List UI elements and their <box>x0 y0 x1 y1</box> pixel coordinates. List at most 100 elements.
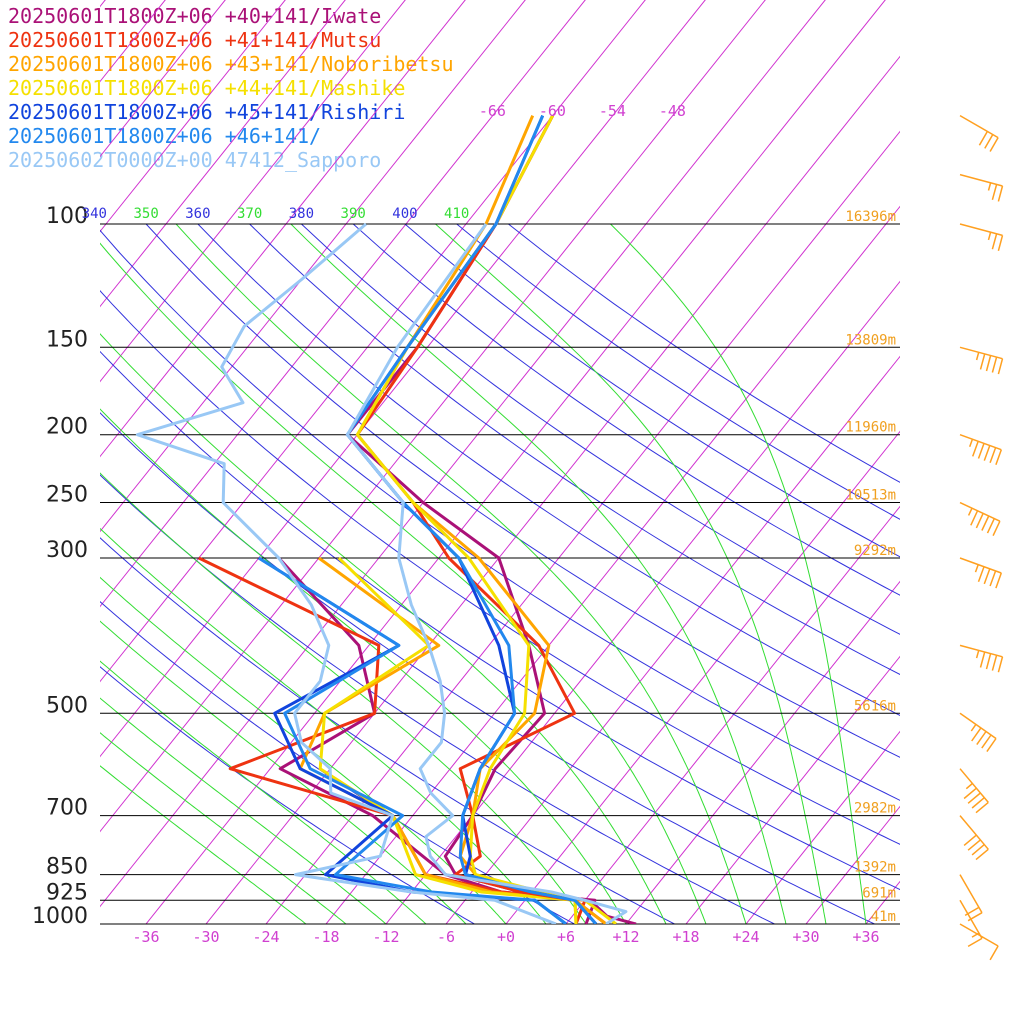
wind-barb-feather <box>971 844 985 856</box>
wind-barb-feather <box>989 447 997 463</box>
isotherm-line <box>100 0 406 383</box>
isotherm-line <box>100 0 766 833</box>
wind-barb-staff <box>959 501 1001 522</box>
wind-barb-feather <box>985 653 992 670</box>
wind-barb-feather <box>968 438 974 447</box>
wind-barb <box>959 223 1004 251</box>
wind-barb-feather <box>989 945 999 961</box>
wind-barb-feather <box>986 518 995 534</box>
wind-barb <box>959 644 1004 673</box>
wind-barb-feather <box>975 801 989 814</box>
wind-barb-feather <box>981 515 990 531</box>
height-label: 5616m <box>854 698 896 714</box>
isotherm-line <box>100 0 346 308</box>
wind-barb-feather <box>976 731 987 746</box>
wind-barb-feather <box>984 134 994 149</box>
pressure-label: 300 <box>46 538 88 563</box>
isotherm-line <box>565 505 900 924</box>
theta-label: 370 <box>237 206 262 222</box>
wind-barb-feather <box>965 782 973 790</box>
temperature-tick-label: +6 <box>557 928 575 946</box>
isotherm-top-label: -60 <box>539 102 566 120</box>
wind-barb-feather <box>979 651 986 668</box>
temperature-tick-label: +30 <box>792 928 819 946</box>
dewpoint-profile <box>135 222 557 924</box>
wind-barb <box>959 712 997 753</box>
isotherm-line <box>100 0 706 758</box>
wind-barb <box>959 874 983 922</box>
wind-barb-staff <box>959 874 983 914</box>
wind-barb-feather <box>983 568 991 585</box>
legend-entry-mashike: 20250601T1800Z+06 +44+141/Mashike <box>8 76 406 100</box>
wind-barb <box>959 501 1001 537</box>
theta-label: 390 <box>341 206 366 222</box>
height-label: 2982m <box>854 801 896 817</box>
wind-barb-feather <box>967 839 981 851</box>
wind-barb-feather <box>975 650 980 659</box>
temperature-tick-label: +12 <box>612 928 639 946</box>
temperature-tick-label: -36 <box>132 928 159 946</box>
height-label: 1392m <box>854 860 896 876</box>
dry-adiabat <box>100 412 875 924</box>
wind-barb <box>959 433 1003 466</box>
wind-barb-staff <box>959 768 989 803</box>
height-label: 41m <box>871 909 896 925</box>
wind-barb-staff <box>959 923 999 947</box>
pressure-label: 100 <box>46 204 88 229</box>
isotherm-line <box>100 0 226 158</box>
isotherm-line <box>100 0 166 83</box>
wind-barb <box>959 815 989 861</box>
dry-adiabat <box>508 224 900 483</box>
isotherm-line <box>100 0 286 233</box>
wind-barb-feather <box>991 184 998 200</box>
wind-barb-feather <box>991 356 998 373</box>
wind-barb-staff <box>959 899 983 939</box>
pressure-label: 150 <box>46 327 88 352</box>
wind-barb-feather <box>970 510 979 526</box>
wind-barb-feather <box>987 232 992 241</box>
isotherm-line <box>100 0 106 8</box>
wind-barb-feather <box>997 656 1004 673</box>
isotherm-line <box>865 880 900 924</box>
wind-barb-staff <box>959 815 989 850</box>
pressure-label: 700 <box>46 796 88 821</box>
legend-entry-mutsu: 20250601T1800Z+06 +41+141/Mutsu <box>8 28 382 52</box>
legend-entry-sapporo: 20250602T0000Z+00 47412_Sapporo <box>8 148 382 172</box>
pressure-label: 1000 <box>32 904 88 929</box>
sounding-profiles <box>135 114 637 924</box>
isotherm-top-label: -66 <box>479 102 506 120</box>
wind-barb-feather <box>987 182 992 191</box>
isotherm-line <box>685 655 900 924</box>
temperature-tick-label: -24 <box>252 928 279 946</box>
wind-barb <box>959 346 1004 375</box>
temperature-profile <box>355 115 607 924</box>
wind-barb-feather <box>967 937 983 948</box>
wind-barbs <box>959 114 1004 961</box>
wind-barb-feather <box>975 352 980 361</box>
isobar-grid <box>100 223 900 925</box>
wind-barb-feather <box>963 834 977 846</box>
wind-barb-staff <box>959 114 999 139</box>
isotherm-top-label: -48 <box>659 102 686 120</box>
wind-barb-feather <box>979 353 986 370</box>
dry-adiabat <box>145 224 900 758</box>
pressure-label: 250 <box>46 483 88 508</box>
dewpoint-profile <box>318 556 578 924</box>
temperature-tick-label: +18 <box>672 928 699 946</box>
wind-barb <box>959 768 989 814</box>
wind-barb-staff <box>959 223 1003 237</box>
wind-barb <box>959 923 999 961</box>
temperature-tick-label: -18 <box>312 928 339 946</box>
wind-barb-feather <box>995 572 1003 589</box>
theta-label: 400 <box>392 206 417 222</box>
theta-label: 340 <box>82 206 107 222</box>
height-label: 10513m <box>845 488 896 504</box>
wind-barb-feather <box>974 564 979 573</box>
isotherm-line <box>0 0 89 924</box>
temperature-tick-label: +24 <box>732 928 759 946</box>
wind-barb-feather <box>989 570 997 587</box>
wind-barb-feather <box>967 792 981 804</box>
wind-barb-feather <box>975 848 989 861</box>
wind-barb-feather <box>967 507 973 516</box>
